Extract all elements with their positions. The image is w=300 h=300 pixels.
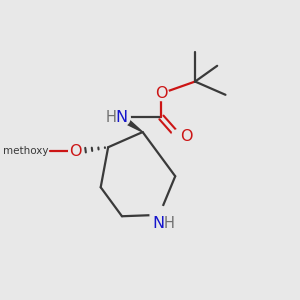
Text: N: N: [115, 110, 127, 125]
Circle shape: [150, 206, 168, 224]
Text: H: H: [163, 216, 174, 231]
Text: O: O: [70, 144, 82, 159]
Text: methoxy: methoxy: [3, 146, 49, 156]
Circle shape: [112, 108, 130, 127]
Text: N: N: [153, 216, 165, 231]
Text: H: H: [105, 110, 116, 125]
Text: O: O: [155, 86, 168, 101]
Circle shape: [69, 144, 83, 159]
Text: O: O: [181, 129, 193, 144]
Circle shape: [154, 86, 169, 100]
Polygon shape: [119, 115, 143, 132]
Circle shape: [171, 130, 186, 144]
